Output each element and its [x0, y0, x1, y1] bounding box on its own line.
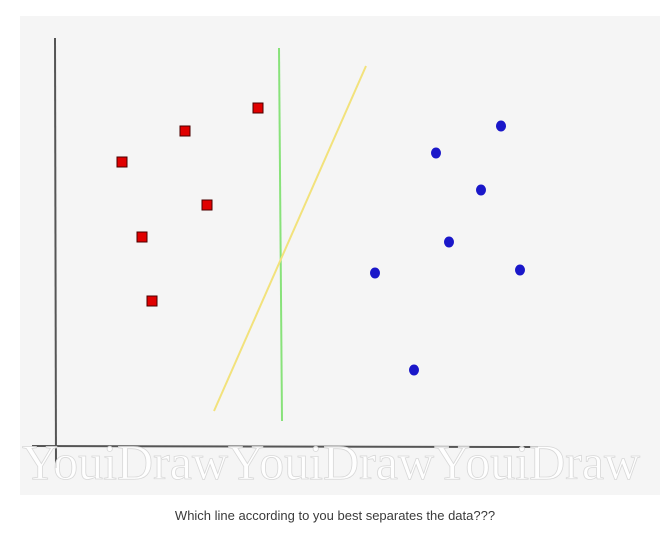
red-square-marker — [179, 125, 191, 137]
x-axis — [31, 445, 539, 448]
blue-circle-marker — [409, 364, 419, 376]
diagram-canvas: YouiDrawYouiDrawYouiDraw — [22, 37, 641, 490]
red-square-marker — [146, 295, 158, 307]
blue-circle-marker — [431, 147, 441, 159]
diagram-figure: YouiDrawYouiDrawYouiDraw — [20, 16, 660, 495]
watermark-text: YouiDrawYouiDrawYouiDraw — [22, 434, 640, 490]
red-square-marker — [116, 156, 128, 168]
figure-caption: Which line according to you best separat… — [174, 508, 496, 523]
y-axis — [54, 37, 57, 469]
blue-circle-marker — [444, 236, 454, 248]
blue-circle-marker — [496, 120, 506, 132]
red-square-marker — [201, 199, 213, 211]
yellow-separator-line — [213, 65, 367, 412]
green-separator-line — [278, 47, 283, 422]
red-square-marker — [252, 102, 264, 114]
blue-circle-marker — [370, 267, 380, 279]
blue-circle-marker — [515, 264, 525, 276]
blue-circle-marker — [476, 184, 486, 196]
red-square-marker — [136, 231, 148, 243]
